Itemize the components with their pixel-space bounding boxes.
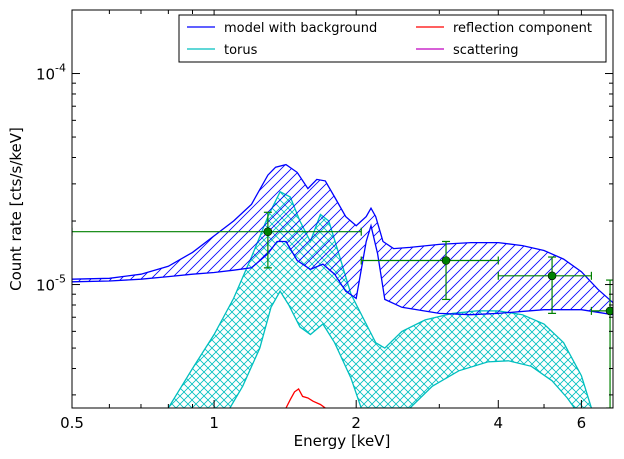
y-axis-ticks: 10-5 10-4 <box>36 62 613 396</box>
x-tick-label: 2 <box>351 414 361 432</box>
legend-label-model: model with background <box>224 21 377 36</box>
x-axis-label: Energy [keV] <box>294 432 391 450</box>
model-band <box>72 163 613 316</box>
x-tick-label: 0.5 <box>60 414 84 432</box>
data-point-3 <box>497 256 593 314</box>
y-tick-label: 10-5 <box>36 273 66 295</box>
data-points <box>72 211 613 408</box>
model-band-fill <box>72 164 613 315</box>
legend-box <box>178 14 607 63</box>
legend-label-scattering: scattering <box>453 43 519 58</box>
y-axis-label: Count rate [cts/s/keV] <box>7 127 25 291</box>
data-point-marker <box>441 256 451 265</box>
data-point-marker <box>547 271 557 281</box>
data-point-marker <box>605 306 613 316</box>
plot-frame <box>71 9 614 409</box>
legend: model with background torus reflection c… <box>178 14 607 63</box>
data-point-2 <box>360 240 499 301</box>
data-point-1 <box>72 211 362 269</box>
x-tick-label: 4 <box>494 414 504 432</box>
y-tick-label: 10-4 <box>36 62 66 84</box>
x-axis-ticks: 0.5 1 2 4 6 <box>60 10 586 432</box>
model-band-upper-line <box>72 163 613 304</box>
data-point-marker <box>263 227 273 237</box>
model-band-lower-line <box>72 223 613 316</box>
reflection-line <box>285 388 326 408</box>
reflection-curve <box>285 388 326 408</box>
x-tick-label: 6 <box>577 414 587 432</box>
data-point-4 <box>590 279 613 408</box>
plot-area <box>72 163 613 408</box>
x-tick-label: 1 <box>209 414 219 432</box>
legend-label-reflection: reflection component <box>453 21 592 36</box>
torus-band-lower-line <box>229 289 575 408</box>
legend-label-torus: torus <box>224 43 258 58</box>
